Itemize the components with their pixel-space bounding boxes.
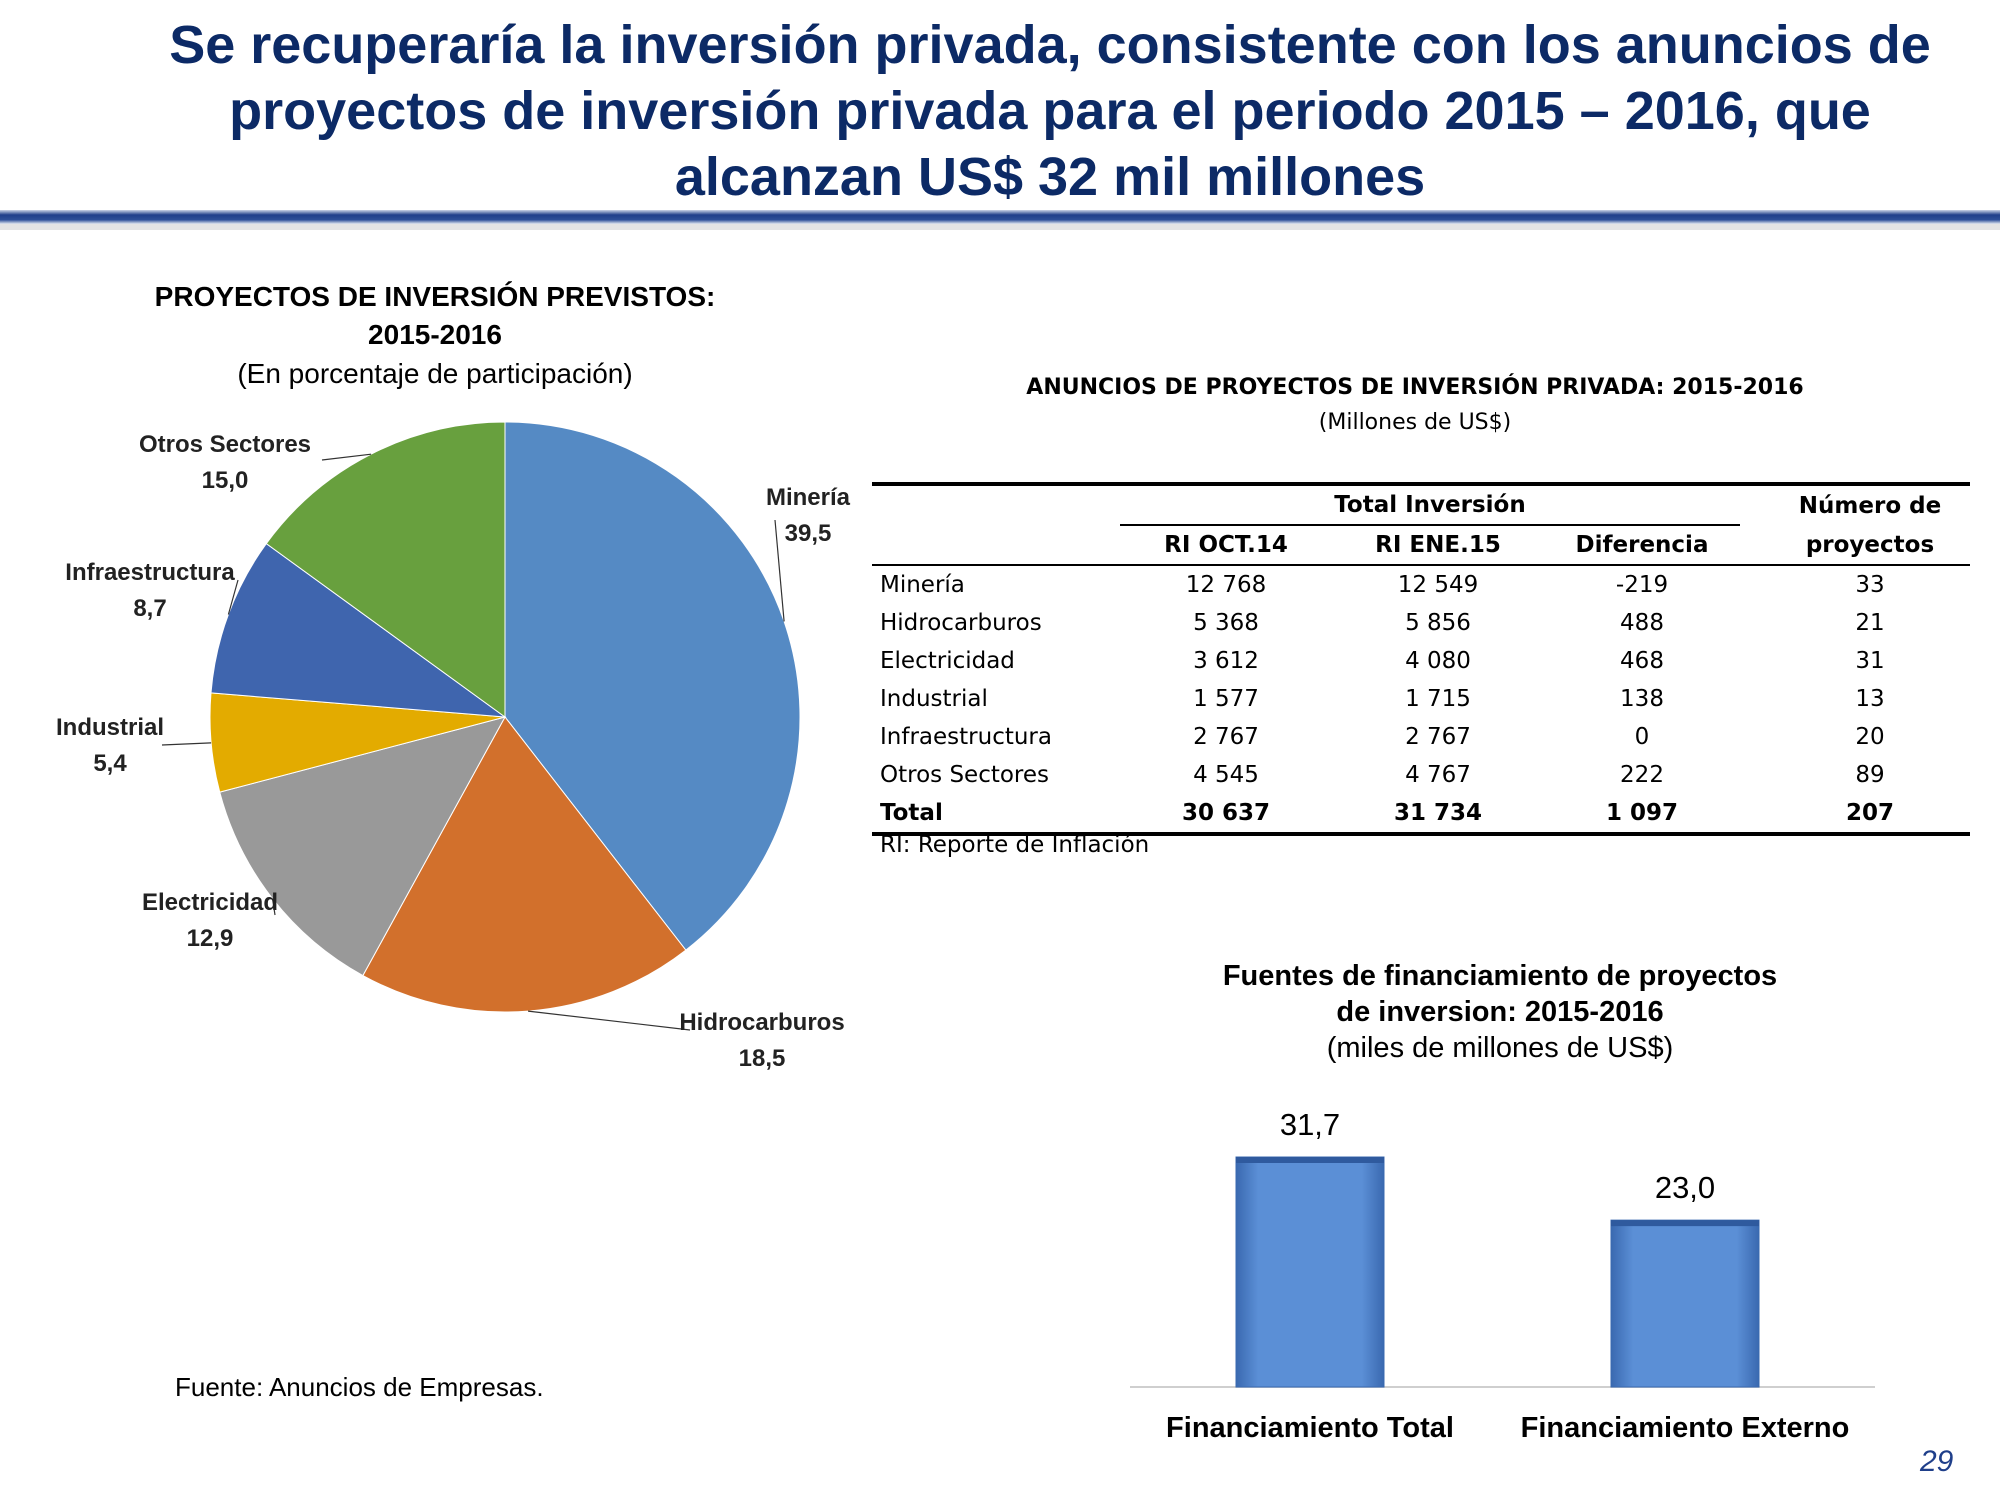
cell-name: Minería <box>880 572 965 598</box>
investment-table: Total Inversión Número de RI OCT.14 RI E… <box>872 482 1970 836</box>
pie-leader-line <box>528 1010 691 1031</box>
bar-chart: 31,7 Financiamiento Total 23,0 Financiamien… <box>1130 1107 1875 1444</box>
cell-count: 21 <box>1855 610 1885 636</box>
cell-ene: 12 549 <box>1397 572 1479 598</box>
table-row: Minería 12 768 12 549 -219 33 <box>872 565 1970 604</box>
pie-label-value: 12,9 <box>187 925 234 952</box>
slide-title: Se recuperaría la inversión privada, con… <box>169 15 1931 207</box>
pie-label-value: 8,7 <box>133 595 166 622</box>
cell-oct: 3 612 <box>1193 648 1259 674</box>
cell-oct: 2 767 <box>1193 724 1259 750</box>
cell-oct: 12 768 <box>1185 572 1267 598</box>
title-divider <box>0 210 2000 230</box>
cell-ene: 2 767 <box>1405 724 1471 750</box>
table-total-row: Total 30 637 31 734 1 097 207 <box>872 794 1970 836</box>
pie-chart: Minería 39,5 Hidrocarburos 18,5 Electricidad… <box>56 421 851 1072</box>
table-note: RI: Reporte de Inflación <box>880 832 1150 858</box>
pie-slice-minería <box>504 421 801 951</box>
pie-label-value: 5,4 <box>93 750 127 777</box>
pie-label-category: Hidrocarburos <box>679 1009 844 1036</box>
pie-chart-heading: PROYECTOS DE INVERSIÓN PREVISTOS: 2015-2… <box>60 278 810 394</box>
bar-top-edge <box>1611 1220 1759 1227</box>
cell-count: 20 <box>1855 724 1885 750</box>
pie-label-category: Minería <box>766 484 851 511</box>
pie-label-value: 18,5 <box>739 1045 786 1072</box>
table-row: Otros Sectores 4 545 4 767 222 89 <box>872 756 1970 794</box>
header-ri-ene15: RI ENE.15 <box>1332 525 1544 566</box>
cell-ene: 1 715 <box>1405 686 1471 712</box>
table-row: Infraestructura 2 767 2 767 0 20 <box>872 718 1970 756</box>
table-title: ANUNCIOS DE PROYECTOS DE INVERSIÓN PRIVA… <box>1026 375 1804 400</box>
pie-label-value: 39,5 <box>785 520 832 547</box>
header-numero-de: Número de <box>1770 482 1970 525</box>
source-note: Fuente: Anuncios de Empresas. <box>175 1372 544 1402</box>
cell-count: 13 <box>1855 686 1885 712</box>
page-number: 29 <box>1920 1445 1954 1478</box>
cell-oct: 4 545 <box>1193 762 1259 788</box>
cell-ene: 31 734 <box>1332 794 1544 836</box>
cell-diff: 222 <box>1620 762 1664 788</box>
cell-oct: 5 368 <box>1193 610 1259 636</box>
bar-category-label: Financiamiento Total <box>1166 1412 1454 1444</box>
cell-count: 33 <box>1855 572 1885 598</box>
pie-label-category: Otros Sectores <box>139 431 311 458</box>
cell-count: 31 <box>1855 648 1885 674</box>
bar-category-label: Financiamiento Externo <box>1521 1412 1850 1444</box>
table-heading: ANUNCIOS DE PROYECTOS DE INVERSIÓN PRIVA… <box>860 370 1970 440</box>
cell-count: 207 <box>1770 794 1970 836</box>
cell-name: Electricidad <box>880 648 1015 674</box>
bar-value-label: 23,0 <box>1655 1170 1715 1205</box>
bar-top-edge <box>1236 1157 1384 1163</box>
table-subtitle: (Millones de US$) <box>1318 410 1512 435</box>
bar-chart-title-line1: Fuentes de financiamiento de proyectos <box>1222 960 1778 992</box>
pie-chart-title-line2: 2015-2016 <box>368 319 502 350</box>
pie-slice-electricidad <box>219 716 506 977</box>
header-diferencia: Diferencia <box>1544 525 1740 566</box>
header-ri-oct14: RI OCT.14 <box>1120 525 1332 566</box>
pie-label-category: Industrial <box>56 714 164 741</box>
pie-label-value: 15,0 <box>202 467 249 494</box>
cell-name: Infraestructura <box>880 724 1052 750</box>
table-row: Industrial 1 577 1 715 138 13 <box>872 680 1970 718</box>
bar-chart-subtitle: (miles de millones de US$) <box>1326 1032 1674 1064</box>
pie-leader-line <box>161 742 212 746</box>
pie-chart-title-line1: PROYECTOS DE INVERSIÓN PREVISTOS: <box>154 281 716 312</box>
cell-count: 89 <box>1855 762 1885 788</box>
pie-chart-subtitle: (En porcentaje de participación) <box>237 358 633 389</box>
cell-name: Total <box>872 794 1120 836</box>
pie-leader-line <box>321 453 372 461</box>
pie-leader-line <box>227 579 239 615</box>
cell-ene: 5 856 <box>1405 610 1471 636</box>
bar-value-label: 31,7 <box>1280 1107 1340 1142</box>
pie-label-category: Electricidad <box>142 889 278 916</box>
cell-diff: 0 <box>1634 724 1650 750</box>
cell-ene: 4 080 <box>1405 648 1471 674</box>
group-header-total-inversion: Total Inversión <box>1120 482 1740 526</box>
cell-name: Industrial <box>880 686 988 712</box>
cell-oct: 1 577 <box>1193 686 1259 712</box>
table-row: Electricidad 3 612 4 080 468 31 <box>872 642 1970 680</box>
cell-oct: 30 637 <box>1120 794 1332 836</box>
cell-name: Otros Sectores <box>880 762 1050 788</box>
table-row: Hidrocarburos 5 368 5 856 488 21 <box>872 604 1970 642</box>
cell-diff: 488 <box>1620 610 1664 636</box>
cell-diff: 138 <box>1620 686 1664 712</box>
cell-ene: 4 767 <box>1405 762 1471 788</box>
bar-financiamiento-total <box>1235 1156 1385 1388</box>
bar-financiamiento-externo <box>1610 1219 1760 1388</box>
cell-diff: 468 <box>1620 648 1664 674</box>
bar-chart-heading: Fuentes de financiamiento de proyectos d… <box>1130 958 1870 1066</box>
cell-name: Hidrocarburos <box>880 610 1042 636</box>
pie-leader-line <box>774 519 785 622</box>
pie-leader-line <box>271 898 276 916</box>
bar-chart-title-line2: de inversion: 2015-2016 <box>1336 996 1664 1028</box>
header-proyectos: proyectos <box>1770 525 1970 566</box>
cell-diff: -219 <box>1615 572 1669 598</box>
cell-diff: 1 097 <box>1544 794 1740 836</box>
pie-label-category: Infraestructura <box>65 559 235 586</box>
